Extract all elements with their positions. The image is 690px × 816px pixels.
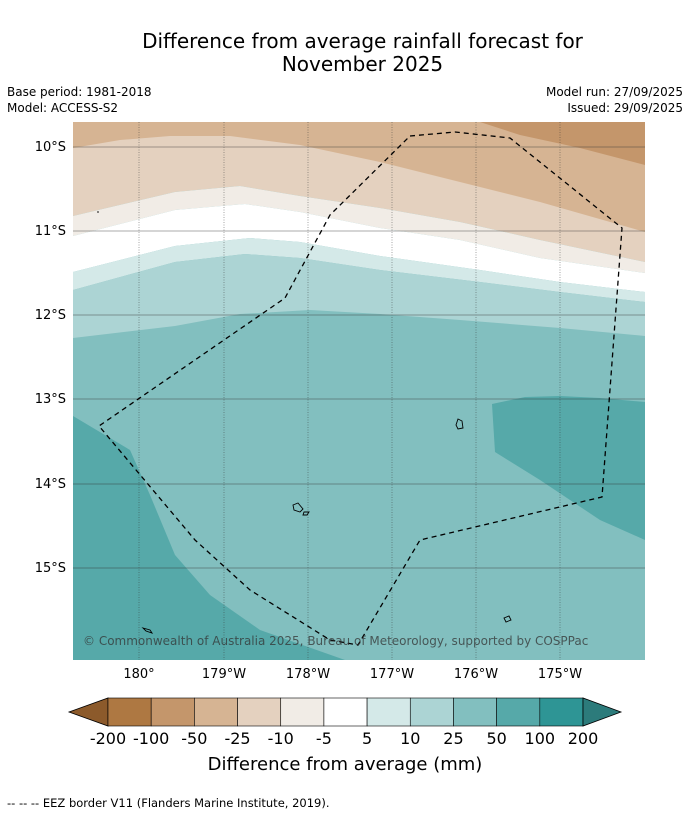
lat-label-11s: 11°S xyxy=(35,224,66,239)
lon-label-177w: 177°W xyxy=(370,667,414,682)
base-period: Base period: 1981-2018 xyxy=(7,85,152,99)
colorbar-swatch xyxy=(107,697,152,727)
band-minus10 xyxy=(73,186,645,273)
island-small-west xyxy=(141,627,154,634)
colorbar-swatch xyxy=(539,697,584,727)
colorbar-tick-label: -200 xyxy=(90,729,126,748)
lon-label-180: 180° xyxy=(123,667,154,682)
colorbar-swatch xyxy=(194,697,238,727)
band-minus5-plus5 xyxy=(73,204,645,292)
colorbar-tick-label: 50 xyxy=(486,729,506,748)
band-plus10 xyxy=(73,254,645,338)
rainfall-map: © Commonwealth of Australia 2025, Bureau… xyxy=(73,122,645,660)
colorbar-tick-label: 100 xyxy=(525,729,556,748)
colorbar-tick-label: 5 xyxy=(362,729,372,748)
colorbar-tick-label: -25 xyxy=(224,729,250,748)
colorbar xyxy=(67,697,623,727)
colorbar-tick-label: 10 xyxy=(400,729,420,748)
lon-label-176w: 176°W xyxy=(454,667,498,682)
contour-bands xyxy=(73,122,645,660)
title-line-2: November 2025 xyxy=(281,52,444,76)
issued-date: Issued: 29/09/2025 xyxy=(567,101,683,115)
colorbar-tick-label: 25 xyxy=(443,729,463,748)
colorbar-tick-label: 200 xyxy=(568,729,599,748)
colorbar-swatch xyxy=(280,697,325,727)
longitude-labels: 180° 179°W 178°W 177°W 176°W 175°W xyxy=(123,667,582,682)
band-plus5 xyxy=(73,238,645,302)
lon-label-175w: 175°W xyxy=(538,667,582,682)
colorbar-extend-low xyxy=(67,697,109,727)
colorbar-swatch xyxy=(150,697,195,727)
island-wallis xyxy=(292,502,304,513)
eez-line-symbol: -- -- -- xyxy=(7,796,40,810)
band-plus50-east xyxy=(492,396,645,540)
colorbar-tick-label: -50 xyxy=(181,729,207,748)
meta-right: Model run: 27/09/2025 Issued: 29/09/2025 xyxy=(546,84,683,116)
eez-border xyxy=(98,131,623,646)
lat-label-10s: 10°S xyxy=(35,140,66,155)
colorbar-tick-label: -10 xyxy=(268,729,294,748)
island-niuafoou xyxy=(455,418,464,430)
lat-label-13s: 13°S xyxy=(35,392,66,407)
colorbar-swatch xyxy=(453,697,497,727)
lat-label-14s: 14°S xyxy=(35,477,66,492)
lat-label-15s: 15°S xyxy=(35,561,66,576)
lon-label-179w: 179°W xyxy=(202,667,246,682)
title-line-1: Difference from average rainfall forecas… xyxy=(142,29,583,53)
band-minus100 xyxy=(480,122,645,165)
legend-footer: -- -- -- EEZ border V11 (Flanders Marine… xyxy=(7,796,330,810)
band-plus50-west xyxy=(73,416,345,660)
colorbar-tick-labels: -200 -100 -50 -25 -10 -5 5 10 25 50 100 200 xyxy=(90,729,598,748)
colorbar-tick-label: -5 xyxy=(316,729,332,748)
chart-title: Difference from average rainfall forecas… xyxy=(0,30,690,76)
band-minus25 xyxy=(73,136,645,262)
model-run: Model run: 27/09/2025 xyxy=(545,85,683,99)
colorbar-tick-label: -100 xyxy=(133,729,169,748)
lat-label-12s: 12°S xyxy=(35,308,66,323)
colorbar-extend-high xyxy=(582,697,623,727)
copyright-notice: © Commonwealth of Australia 2025, Bureau… xyxy=(83,634,588,648)
model-name: Model: ACCESS-S2 xyxy=(7,101,119,115)
colorbar-title: Difference from average (mm) xyxy=(208,754,483,775)
colorbar-swatch xyxy=(409,697,454,727)
graticule xyxy=(73,122,645,660)
eez-legend-label: EEZ border V11 (Flanders Marine Institut… xyxy=(42,796,330,810)
latitude-labels: 10°S 11°S 12°S 13°S 14°S 15°S xyxy=(35,140,66,576)
colorbar-swatch xyxy=(237,697,282,727)
colorbar-swatch xyxy=(496,697,541,727)
meta-left: Base period: 1981-2018 Model: ACCESS-S2 xyxy=(7,84,152,116)
colorbar-swatch xyxy=(366,697,411,727)
islands xyxy=(97,211,512,634)
island-wallis-islet xyxy=(302,511,310,516)
colorbar-swatch xyxy=(323,697,368,727)
island-small-east xyxy=(503,615,512,623)
lon-label-178w: 178°W xyxy=(286,667,330,682)
